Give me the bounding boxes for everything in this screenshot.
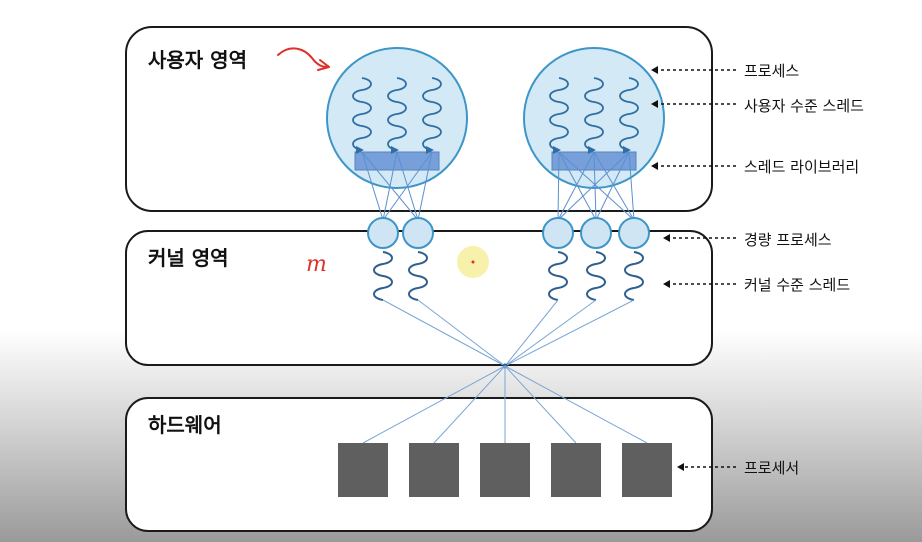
- kernel-thread: [624, 251, 644, 301]
- thread-mapping-line: [628, 151, 635, 221]
- thread-mapping-line: [557, 151, 630, 221]
- user-thread: [619, 77, 639, 151]
- thread-library-bar: [354, 151, 440, 171]
- cpu-mapping-line: [504, 365, 648, 444]
- user-thread-arrowhead: [426, 146, 434, 154]
- user-thread: [584, 77, 604, 151]
- user-thread: [352, 77, 372, 151]
- kernel-thread: [408, 251, 428, 301]
- cpu-mapping-line: [362, 365, 506, 444]
- callout-user-threads: 사용자 수준 스레드: [744, 97, 864, 115]
- cpu-mapping-line: [433, 365, 506, 444]
- kernel-to-cpu-line: [504, 299, 635, 367]
- user-thread-arrowhead: [356, 146, 364, 154]
- kernel-thread: [586, 251, 606, 301]
- callout-thread-library: 스레드 라이브러리: [744, 158, 860, 176]
- cpu-mapping-line: [504, 365, 577, 444]
- callout-processor: 프로세서: [744, 459, 800, 477]
- thread-mapping-line: [593, 151, 597, 221]
- user-thread: [422, 77, 442, 151]
- thread-mapping-line: [396, 151, 419, 221]
- thread-mapping-line: [557, 151, 560, 221]
- lightweight-process-circle: [542, 217, 574, 249]
- lightweight-process-circle: [367, 217, 399, 249]
- callout-process: 프로세스: [744, 62, 800, 80]
- thread-mapping-line: [558, 151, 635, 221]
- kernel-to-cpu-line: [382, 299, 506, 367]
- lightweight-process-circle: [618, 217, 650, 249]
- user-thread-arrowhead: [553, 146, 561, 154]
- callout-kernel-threads: 커널 수준 스레드: [744, 276, 851, 294]
- curved-arrow-icon: [277, 47, 329, 68]
- cursor-dot: [471, 260, 475, 264]
- processor-square: [622, 443, 672, 497]
- thread-mapping-line: [417, 151, 433, 221]
- user-thread: [549, 77, 569, 151]
- thread-mapping-line: [361, 151, 384, 221]
- kernel-thread: [373, 251, 393, 301]
- processor-square: [480, 443, 530, 497]
- processor-square: [338, 443, 388, 497]
- pen-annotation-mark: m: [306, 252, 327, 277]
- lightweight-process-circle: [580, 217, 612, 249]
- thread-mapping-line: [593, 151, 635, 221]
- user-thread: [387, 77, 407, 151]
- thread-mapping-line: [361, 151, 419, 221]
- user-space-label: 사용자 영역: [148, 48, 247, 72]
- processor-square: [551, 443, 601, 497]
- user-thread-arrowhead: [588, 146, 596, 154]
- thread-mapping-line: [595, 151, 630, 221]
- user-thread-arrowhead: [623, 146, 631, 154]
- callout-lightweight-process: 경량 프로세스: [744, 231, 832, 249]
- thread-mapping-line: [558, 151, 597, 221]
- user-thread-arrowhead: [391, 146, 399, 154]
- kernel-space-label: 커널 영역: [148, 246, 229, 270]
- thread-mapping-line: [557, 151, 595, 221]
- kernel-to-cpu-line: [504, 299, 597, 367]
- hardware-label: 하드웨어: [148, 413, 222, 437]
- lightweight-process-circle: [402, 217, 434, 249]
- kernel-to-cpu-line: [417, 299, 506, 367]
- kernel-thread: [548, 251, 568, 301]
- curved-arrow-head: [317, 59, 330, 71]
- kernel-to-cpu-line: [504, 299, 559, 367]
- processor-square: [409, 443, 459, 497]
